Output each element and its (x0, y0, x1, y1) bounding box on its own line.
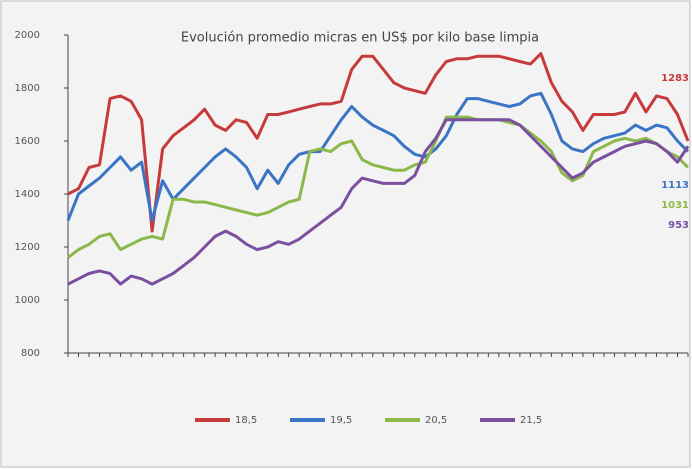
y-tick-label: 1600 (15, 136, 40, 147)
chart-title: Evolución promedio micras en US$ por kil… (181, 31, 539, 46)
y-tick-label: 1000 (15, 295, 40, 306)
y-tick-label: 1400 (15, 189, 40, 200)
legend-label: 21,5 (520, 415, 542, 426)
y-tick-label: 2000 (15, 30, 40, 41)
end-label: 1113 (661, 180, 689, 191)
end-label: 1031 (661, 200, 689, 211)
y-tick-label: 1200 (15, 242, 40, 253)
end-label: 1283 (661, 73, 689, 84)
series-line (67, 52, 690, 233)
series-line (66, 91, 690, 222)
end-label: 953 (668, 220, 689, 231)
legend-label: 20,5 (425, 415, 447, 426)
legend-label: 18,5 (235, 415, 257, 426)
y-tick-label: 800 (21, 348, 40, 359)
legend-label: 19,5 (330, 415, 352, 426)
series-line (67, 118, 690, 286)
y-tick-label: 1800 (15, 83, 40, 94)
